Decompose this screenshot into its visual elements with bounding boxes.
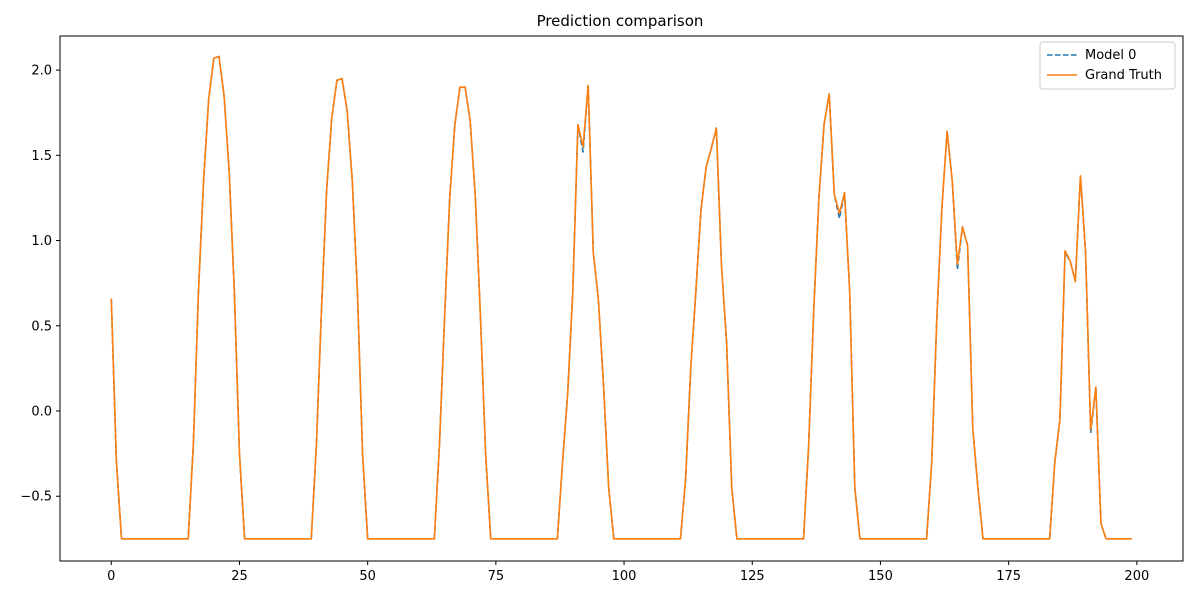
chart-title: Prediction comparison: [537, 12, 704, 30]
y-tick-label: 2.0: [31, 64, 52, 79]
y-tick-label: 1.0: [31, 234, 52, 249]
series-layer: [110, 55, 1132, 540]
x-tick-label: 25: [231, 569, 248, 584]
y-tick-label: 1.5: [31, 149, 52, 164]
x-tick-label: 150: [868, 569, 893, 584]
legend-label-grand-truth: Grand Truth: [1085, 68, 1162, 83]
x-tick-label: 175: [996, 569, 1021, 584]
series-line-grand-truth: [110, 55, 1132, 540]
x-tick-label: 200: [1124, 569, 1149, 584]
legend: Model 0 Grand Truth: [1039, 41, 1176, 90]
x-tick-label: 50: [359, 569, 376, 584]
x-tick-label: 100: [612, 569, 637, 584]
x-tick-label: 75: [488, 569, 505, 584]
plot-frame: [59, 35, 1184, 562]
y-tick-label: −0.5: [20, 490, 52, 505]
y-tick-label: 0.5: [31, 319, 52, 334]
y-axis: −0.5 0.0 0.5 1.0 1.5 2.0: [20, 64, 60, 505]
x-tick-label: 125: [740, 569, 765, 584]
y-tick-label: 0.0: [31, 405, 52, 420]
x-axis: 0 25 50 75 100 125 150 175 200: [107, 561, 1149, 584]
legend-label-model-0: Model 0: [1085, 48, 1136, 63]
x-tick-label: 0: [107, 569, 115, 584]
legend-box: [1039, 41, 1176, 90]
